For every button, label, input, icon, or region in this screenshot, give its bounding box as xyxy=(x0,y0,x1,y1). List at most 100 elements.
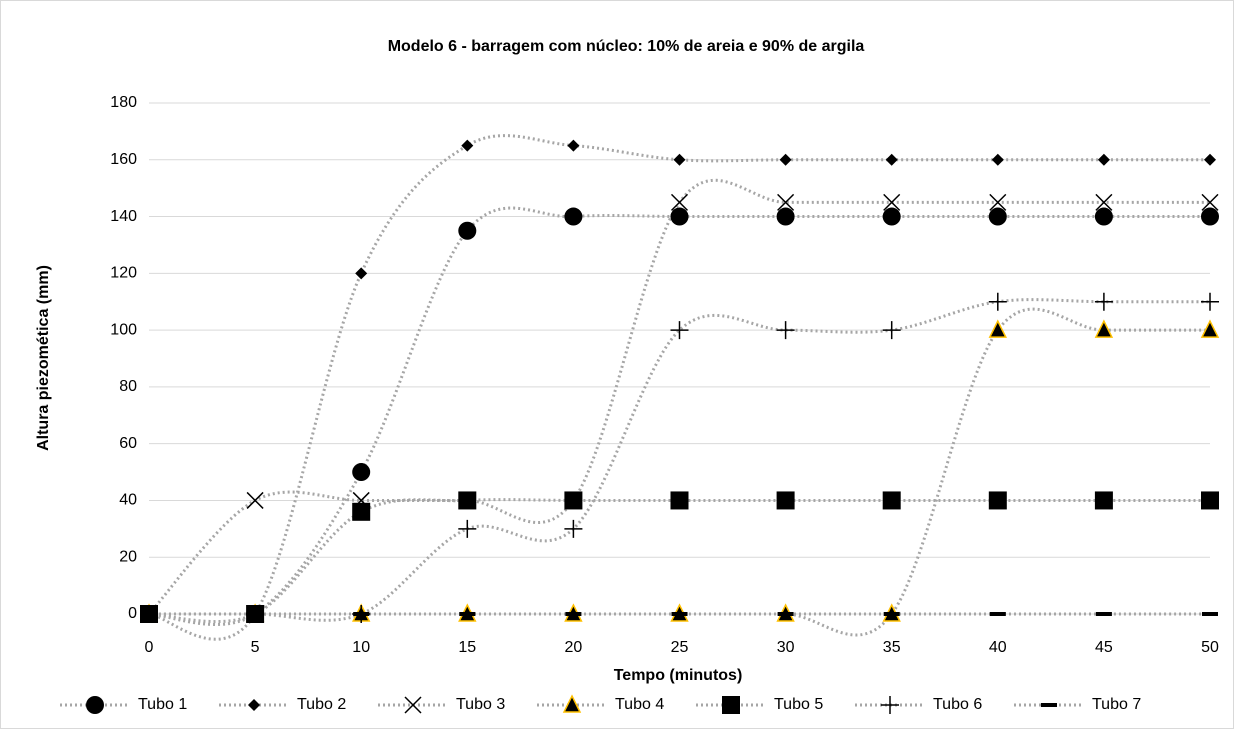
marker xyxy=(776,207,795,226)
marker xyxy=(883,193,901,211)
marker xyxy=(779,153,792,166)
marker xyxy=(991,153,1004,166)
marker xyxy=(564,207,583,226)
y-tick-label: 60 xyxy=(119,435,137,452)
x-tick-label: 30 xyxy=(777,639,795,656)
marker xyxy=(352,463,371,482)
marker xyxy=(355,267,368,280)
marker xyxy=(989,612,1006,616)
marker xyxy=(989,193,1007,211)
marker xyxy=(564,519,583,538)
legend-marker xyxy=(404,696,422,714)
y-tick-label: 160 xyxy=(110,151,137,168)
marker xyxy=(777,193,795,211)
marker xyxy=(776,321,795,340)
marker xyxy=(247,612,264,616)
marker xyxy=(670,207,689,226)
legend-label: Tubo 5 xyxy=(774,696,823,713)
marker xyxy=(670,491,689,510)
legend-label: Tubo 2 xyxy=(297,696,346,713)
legend-label: Tubo 3 xyxy=(456,696,505,713)
marker xyxy=(988,207,1007,226)
legend-marker xyxy=(1041,703,1057,707)
y-tick-label: 20 xyxy=(119,548,137,565)
marker xyxy=(141,612,157,616)
x-tick-label: 15 xyxy=(458,639,476,656)
marker xyxy=(353,612,370,616)
series-line xyxy=(148,134,1210,641)
legend-label: Tubo 1 xyxy=(138,696,187,713)
legend-marker xyxy=(881,696,899,714)
y-tick-label: 180 xyxy=(110,94,137,111)
y-axis-title: Altura piezomética (mm) xyxy=(35,265,52,451)
y-tick-label: 40 xyxy=(119,492,137,509)
marker xyxy=(882,491,901,510)
marker xyxy=(885,153,898,166)
marker xyxy=(670,321,689,340)
marker xyxy=(458,519,477,538)
marker xyxy=(1204,153,1216,166)
marker xyxy=(459,612,476,616)
marker xyxy=(1094,207,1113,226)
legend-marker xyxy=(248,699,260,711)
y-tick-label: 140 xyxy=(110,208,137,225)
x-tick-label: 25 xyxy=(671,639,689,656)
marker xyxy=(567,139,580,152)
marker xyxy=(1095,612,1112,616)
legend-label: Tubo 6 xyxy=(933,696,982,713)
x-tick-label: 0 xyxy=(145,639,154,656)
marker xyxy=(883,612,900,616)
x-tick-label: 40 xyxy=(989,639,1007,656)
x-tick-label: 50 xyxy=(1201,639,1219,656)
series-line xyxy=(148,206,1210,626)
marker xyxy=(1201,207,1219,226)
x-axis-title: Tempo (minutos) xyxy=(614,667,743,684)
marker xyxy=(673,153,686,166)
marker xyxy=(882,207,901,226)
legend-label: Tubo 4 xyxy=(615,696,664,713)
marker xyxy=(776,491,795,510)
y-tick-label: 120 xyxy=(110,265,137,282)
series-line xyxy=(147,178,1210,616)
marker xyxy=(1201,193,1219,211)
marker xyxy=(777,612,794,616)
y-tick-label: 100 xyxy=(110,321,137,338)
marker xyxy=(1202,612,1218,616)
x-tick-label: 45 xyxy=(1095,639,1113,656)
legend-label: Tubo 7 xyxy=(1092,696,1141,713)
marker xyxy=(670,193,689,211)
y-tick-label: 80 xyxy=(119,378,137,395)
marker xyxy=(1097,153,1110,166)
x-tick-label: 35 xyxy=(883,639,901,656)
legend-marker xyxy=(722,696,740,714)
y-tick-label: 0 xyxy=(128,605,137,622)
x-tick-label: 10 xyxy=(352,639,370,656)
marker xyxy=(882,321,901,340)
marker xyxy=(1095,193,1113,211)
marker xyxy=(988,319,1008,338)
marker xyxy=(988,292,1007,311)
marker xyxy=(988,491,1007,510)
marker xyxy=(1201,292,1219,311)
marker xyxy=(671,612,688,616)
marker xyxy=(564,491,583,510)
marker xyxy=(352,502,371,521)
chart-title: Modelo 6 - barragem com núcleo: 10% de a… xyxy=(388,38,865,55)
marker xyxy=(1094,292,1113,311)
marker xyxy=(246,491,264,509)
marker xyxy=(1094,319,1114,338)
marker xyxy=(461,139,474,152)
marker xyxy=(1200,319,1220,338)
x-tick-label: 20 xyxy=(565,639,583,656)
marker xyxy=(1201,491,1219,510)
legend-marker xyxy=(562,694,582,713)
marker xyxy=(565,612,582,616)
marker xyxy=(458,491,477,510)
marker xyxy=(1094,491,1113,510)
series-line xyxy=(148,298,1210,622)
x-tick-label: 5 xyxy=(251,639,260,656)
legend-marker xyxy=(86,696,104,714)
marker xyxy=(458,221,477,240)
